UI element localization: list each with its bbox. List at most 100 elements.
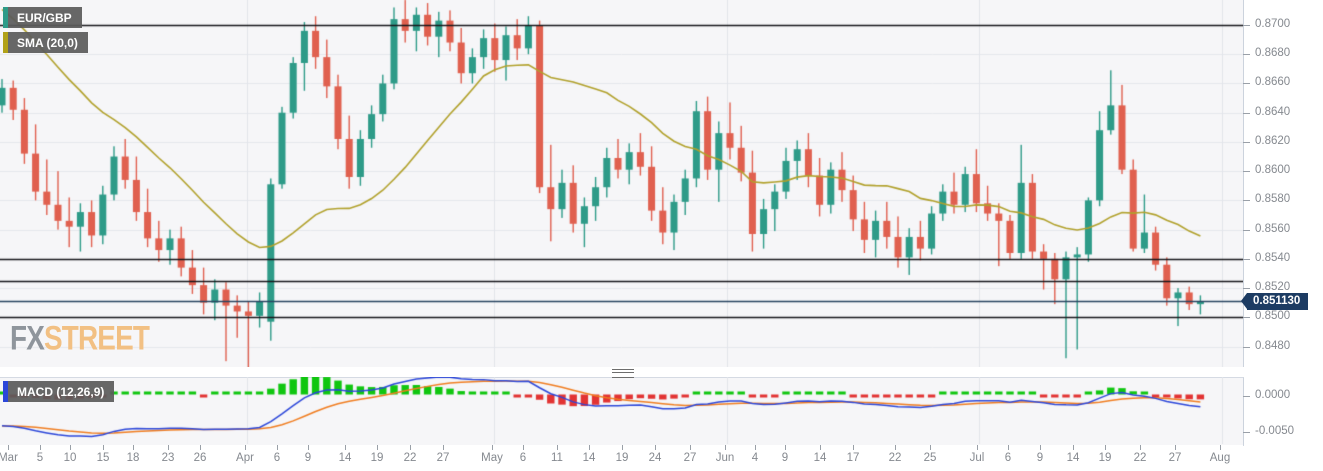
price-tick-mark xyxy=(1243,113,1250,114)
macd-chart-canvas[interactable] xyxy=(0,377,1243,444)
price-tick-mark xyxy=(1243,200,1250,201)
sma-label: SMA (20,0) xyxy=(17,35,78,50)
time-tick-mark xyxy=(655,445,656,450)
time-tick-mark xyxy=(277,445,278,450)
time-tick-label: Apr xyxy=(236,452,254,464)
time-tick-label: 11 xyxy=(551,452,563,464)
price-tick-label: 0.8540 xyxy=(1255,252,1291,264)
price-tick-mark xyxy=(1243,25,1250,26)
price-tick-label: 0.8480 xyxy=(1255,340,1291,352)
time-tick-label: 27 xyxy=(683,452,697,464)
time-tick-label: 19 xyxy=(1098,452,1112,464)
price-tick-mark xyxy=(1243,83,1250,84)
time-tick-label: May xyxy=(481,452,503,464)
fxstreet-watermark: FXSTREET xyxy=(10,319,150,359)
time-tick-mark xyxy=(1175,445,1176,450)
time-tick-mark xyxy=(308,445,309,450)
price-tick-mark xyxy=(1243,142,1250,143)
price-tick-label: 0.8500 xyxy=(1255,310,1291,322)
macd-accent-bar xyxy=(3,381,8,402)
time-tick-mark xyxy=(755,445,756,450)
time-tick-mark xyxy=(895,445,896,450)
macd-legend-badge: MACD (12,26,9) xyxy=(3,381,115,402)
macd-tick-label: -0.0050 xyxy=(1255,425,1295,437)
time-tick-mark xyxy=(622,445,623,450)
price-tick-label: 0.8620 xyxy=(1255,135,1291,147)
time-tick-mark xyxy=(443,445,444,450)
time-tick-label: Aug xyxy=(1209,452,1231,464)
time-tick-mark xyxy=(1073,445,1074,450)
time-tick-label: 10 xyxy=(63,452,77,464)
time-tick-label: 27 xyxy=(436,452,450,464)
last-price-badge-arrow xyxy=(1241,293,1247,309)
time-tick-label: 22 xyxy=(403,452,417,464)
time-tick-label: 17 xyxy=(846,452,860,464)
time-tick-label: 24 xyxy=(648,452,662,464)
time-tick-label: 19 xyxy=(370,452,384,464)
time-tick-label: 14 xyxy=(338,452,352,464)
time-tick-mark xyxy=(1040,445,1041,450)
time-tick-label: Jul xyxy=(969,452,985,464)
time-tick-mark xyxy=(377,445,378,450)
price-tick-label: 0.8660 xyxy=(1255,76,1291,88)
time-tick-mark xyxy=(8,445,9,450)
symbol-accent-bar xyxy=(3,7,8,28)
macd-label: MACD (12,26,9) xyxy=(17,384,105,399)
time-tick-label: 15 xyxy=(96,452,110,464)
time-tick-mark xyxy=(1220,445,1221,450)
time-tick-mark xyxy=(168,445,169,450)
price-axis[interactable]: 0.8700 0.8680 0.8660 0.8640 0.8620 0.8600 0.85… xyxy=(1243,0,1323,471)
price-tick-label: 0.8560 xyxy=(1255,223,1291,235)
time-tick-mark xyxy=(589,445,590,450)
time-tick-label: Mar xyxy=(0,452,18,464)
time-tick-mark xyxy=(977,445,978,450)
time-tick-label: 14 xyxy=(813,452,827,464)
last-price-badge: 0.851130 xyxy=(1241,293,1309,310)
time-tick-mark xyxy=(853,445,854,450)
time-tick-label: 6 xyxy=(519,452,527,464)
time-tick-label: 14 xyxy=(1066,452,1080,464)
price-tick-mark xyxy=(1243,259,1250,260)
time-tick-mark xyxy=(200,445,201,450)
sma-legend-badge: SMA (20,0) xyxy=(3,32,88,53)
time-tick-mark xyxy=(1140,445,1141,450)
last-price-value: 0.851130 xyxy=(1253,295,1301,307)
macd-tick-label: 0.0000 xyxy=(1255,389,1291,401)
price-chart-canvas[interactable] xyxy=(0,0,1243,367)
price-tick-mark xyxy=(1243,317,1250,318)
price-tick-mark xyxy=(1243,54,1250,55)
time-tick-mark xyxy=(523,445,524,450)
price-tick-label: 0.8580 xyxy=(1255,193,1291,205)
price-tick-mark xyxy=(1243,171,1250,172)
time-tick-mark xyxy=(930,445,931,450)
time-tick-label: 9 xyxy=(781,452,789,464)
time-tick-mark xyxy=(492,445,493,450)
time-tick-mark xyxy=(690,445,691,450)
panel-resize-grip-icon[interactable] xyxy=(612,369,634,378)
time-tick-label: 6 xyxy=(1004,452,1012,464)
time-axis[interactable]: Mar 5 10 15 18 23 26 Apr 6 9 14 19 22 27 May 6 11 14 19 24 2… xyxy=(0,445,1243,471)
time-tick-mark xyxy=(133,445,134,450)
time-tick-label: 25 xyxy=(923,452,937,464)
price-tick-label: 0.8700 xyxy=(1255,18,1291,30)
time-tick-label: 22 xyxy=(1133,452,1147,464)
time-tick-mark xyxy=(725,445,726,450)
symbol-legend-badge: EUR/GBP xyxy=(3,7,82,28)
time-tick-mark xyxy=(345,445,346,450)
price-tick-label: 0.8600 xyxy=(1255,164,1291,176)
watermark-fx: FX xyxy=(10,319,45,358)
time-tick-mark xyxy=(103,445,104,450)
time-tick-mark xyxy=(245,445,246,450)
price-tick-mark xyxy=(1243,347,1250,348)
time-tick-mark xyxy=(40,445,41,450)
time-tick-label: 9 xyxy=(304,452,312,464)
watermark-street: STREET xyxy=(43,319,150,358)
time-tick-mark xyxy=(1105,445,1106,450)
time-tick-label: 14 xyxy=(582,452,596,464)
time-tick-label: 9 xyxy=(1036,452,1044,464)
time-tick-label: 5 xyxy=(36,452,44,464)
price-tick-mark xyxy=(1243,288,1250,289)
price-tick-mark xyxy=(1243,230,1250,231)
time-tick-mark xyxy=(785,445,786,450)
